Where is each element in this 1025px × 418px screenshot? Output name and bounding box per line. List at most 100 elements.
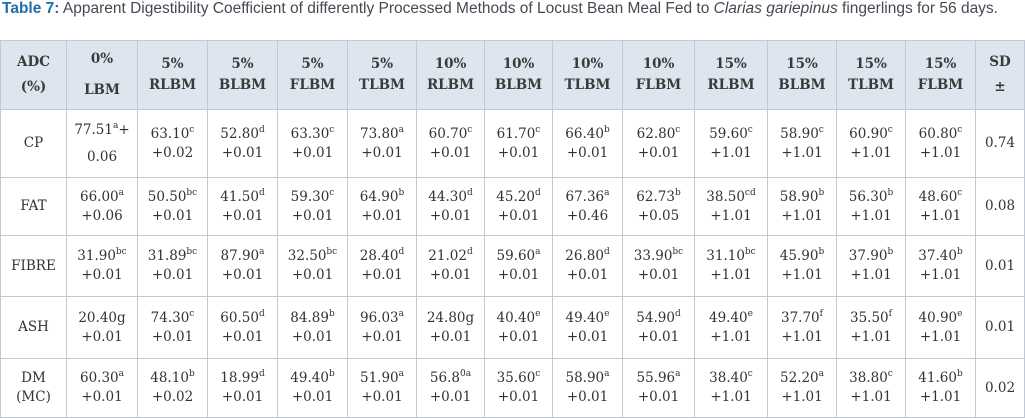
- cell-value-line: 59.60a: [485, 247, 552, 266]
- caption-text-before: Apparent Digestibility Coefficient of di…: [62, 0, 710, 17]
- table-cell: 28.40d +0.01: [347, 235, 417, 297]
- significance-superscript: c: [329, 124, 335, 135]
- table-cell: 49.40e +0.01: [552, 296, 623, 359]
- table-cell: 74.30c +0.01: [137, 296, 208, 359]
- significance-superscript: d: [466, 247, 473, 257]
- significance-superscript: d: [258, 124, 265, 135]
- significance-superscript: a: [675, 369, 681, 379]
- column-header-line1: 10%: [571, 56, 604, 72]
- cell-value: 59.30: [290, 188, 330, 205]
- column-header: 10% TLBM: [552, 40, 623, 110]
- cell-value: 18.99: [220, 370, 259, 386]
- table-cell: 32.50bc +0.01: [277, 235, 348, 297]
- table-cell: 24.80g +0.01: [416, 296, 485, 359]
- column-header: 5% TLBM: [347, 40, 417, 110]
- table-cell: 59.60a +0.01: [484, 235, 553, 297]
- cell-value: 73.80: [359, 125, 399, 142]
- column-header: 10% FLBM: [622, 40, 695, 110]
- significance-superscript: b: [674, 187, 681, 198]
- column-header: SD ±: [975, 40, 1025, 110]
- significance-superscript: f: [888, 308, 892, 319]
- cell-value-line: 62.73b: [623, 188, 694, 207]
- table-cell: 37.40b +1.01: [905, 235, 976, 297]
- cell-value: 61.70: [496, 125, 536, 142]
- significance-superscript: c: [957, 124, 963, 135]
- table-cell: 60.90c +1.01: [836, 109, 906, 178]
- cell-error: +0.01: [151, 207, 194, 224]
- table-cell: 21.02d +0.01: [416, 235, 485, 297]
- significance-superscript: c: [329, 187, 335, 198]
- cell-value: 35.50: [850, 309, 889, 326]
- cell-value-line: 35.50f: [837, 309, 905, 328]
- table-row: ASH 20.40g +0.01 74.30c +0.01 60.50d +0.01 84.8…: [0, 296, 1025, 359]
- sd-value: 0.02: [975, 358, 1025, 418]
- cell-error: +0.01: [429, 389, 472, 405]
- table-cell: 59.30c +0.01: [277, 177, 348, 236]
- cell-error: +0.06: [81, 207, 123, 224]
- cell-value-line: 58.90c: [768, 125, 836, 144]
- cell-value: 59.60: [496, 248, 536, 264]
- table-cell: 41.60b +1.01: [905, 358, 976, 418]
- column-header-line1: 15%: [786, 56, 818, 72]
- cell-value-line: 41.50d: [208, 188, 277, 207]
- cell-error: +0.01: [566, 328, 609, 345]
- table-cell: 37.70f +1.01: [767, 296, 837, 359]
- significance-superscript: a: [398, 124, 405, 135]
- cell-value: 74.30: [150, 309, 190, 326]
- column-header-line1: 15%: [855, 56, 887, 72]
- column-header-line2: RLBM: [707, 77, 755, 93]
- table-cell: 56.30b +1.01: [836, 177, 906, 236]
- cell-error: +1.01: [919, 144, 962, 161]
- cell-error: +1.01: [710, 207, 752, 224]
- cell-value-line: 28.40d: [348, 247, 416, 266]
- significance-superscript: a: [118, 369, 125, 379]
- table-cell: 61.70c +0.01: [484, 109, 553, 178]
- cell-value-line: 56.80a: [417, 369, 484, 388]
- table-cell: 40.90e +1.01: [905, 296, 976, 359]
- column-header-line1: 10%: [642, 56, 675, 72]
- cell-error: +1.01: [850, 267, 892, 283]
- cell-error: +0.01: [497, 389, 540, 405]
- column-header-line2: ±: [994, 79, 1006, 95]
- column-header: 10% RLBM: [416, 40, 485, 110]
- significance-superscript: c: [747, 124, 753, 135]
- cell-value: 21.02: [428, 248, 467, 264]
- significance-superscript: c: [818, 124, 824, 135]
- column-header-line1: 10%: [434, 56, 467, 72]
- cell-value: 59.60: [709, 125, 748, 142]
- column-header-line2: BLBM: [778, 77, 826, 93]
- table-cell: 37.90b +1.01: [836, 235, 906, 297]
- significance-superscript: c: [467, 124, 473, 135]
- cell-error: +1.01: [781, 328, 823, 345]
- row-label: ASH: [0, 296, 67, 359]
- cell-value-line: 73.80a: [348, 125, 416, 144]
- significance-superscript: a: [818, 369, 825, 379]
- cell-value-line: 96.03a: [348, 309, 416, 328]
- cell-error: +1.01: [781, 207, 823, 224]
- table-cell: 64.90b +0.01: [347, 177, 417, 236]
- significance-superscript: a: [398, 308, 405, 319]
- significance-superscript: d: [534, 187, 541, 198]
- significance-superscript: d: [466, 187, 473, 198]
- cell-error: +0.01: [429, 144, 472, 161]
- cell-value: 56.30: [848, 188, 888, 205]
- significance-superscript: a: [535, 247, 541, 257]
- cell-value-line: 63.10c: [138, 125, 207, 144]
- column-header: 5% FLBM: [277, 40, 348, 110]
- significance-superscript: d: [258, 369, 265, 379]
- cell-value-line: 51.90a: [348, 369, 416, 388]
- cell-value-line: 38.50cd: [695, 188, 767, 207]
- cell-value-line: 45.90b: [768, 247, 836, 266]
- cell-value-line: 60.30a: [67, 369, 137, 388]
- table-cell: 31.90bc +0.01: [66, 235, 138, 297]
- table-row: DM (MC) 60.30a +0.01 48.10b +0.02 18.99d +0.01…: [0, 358, 1025, 418]
- table-cell: 59.60c +1.01: [694, 109, 768, 178]
- cell-error: +0.01: [497, 328, 540, 345]
- sd-value: 0.01: [975, 296, 1025, 359]
- significance-superscript: c: [189, 308, 195, 319]
- cell-error: +0.01: [361, 207, 403, 224]
- table-cell: 62.73b +0.05: [622, 177, 695, 236]
- cell-error: +0.01: [221, 389, 264, 405]
- table-header-row: ADC (%) 0% LBM 5% RLBM 5% BLBM 5% FLBM 5% TLBM 10% RL…: [0, 40, 1025, 110]
- table-cell: 60.30a +0.01: [66, 358, 138, 418]
